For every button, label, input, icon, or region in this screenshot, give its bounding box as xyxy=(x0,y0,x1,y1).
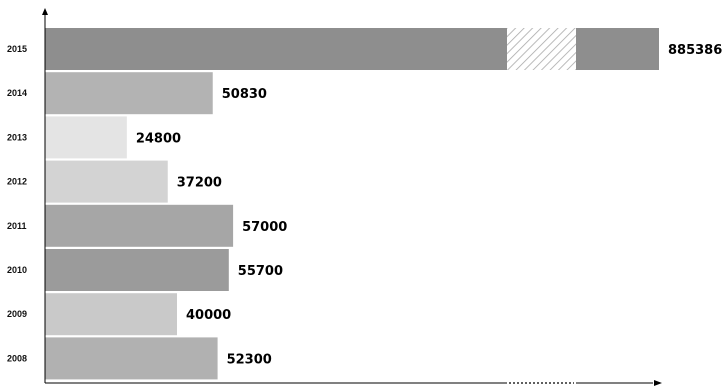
data-label-2012: 37200 xyxy=(177,176,222,191)
axes-group xyxy=(42,8,662,386)
bar-2012 xyxy=(45,160,168,203)
y-tick-2012: 2012 xyxy=(7,177,27,187)
data-label-2009: 40000 xyxy=(186,308,231,323)
data-label-2010: 55700 xyxy=(238,264,283,279)
bar-2014 xyxy=(45,72,213,115)
y-tick-2013: 2013 xyxy=(7,132,27,142)
bar-2009 xyxy=(45,293,177,336)
y-tick-2009: 2009 xyxy=(7,309,27,319)
data-label-2011: 57000 xyxy=(242,220,287,235)
data-label-2015: 885386 xyxy=(668,43,722,58)
x-axis-arrow-icon xyxy=(654,380,662,386)
bar-2013 xyxy=(45,116,127,159)
y-axis-arrow-icon xyxy=(42,8,48,15)
bar-break-2015 xyxy=(507,28,576,70)
y-tick-2011: 2011 xyxy=(7,221,27,231)
bar-2015 xyxy=(45,28,507,70)
bar-2011 xyxy=(45,204,234,247)
labels-group: 2015 885386 2014 50830 2013 24800 2012 37200 201… xyxy=(7,43,722,367)
data-label-2008: 52300 xyxy=(227,352,272,367)
data-label-2013: 24800 xyxy=(136,131,181,146)
y-tick-2014: 2014 xyxy=(7,88,27,98)
y-tick-2015: 2015 xyxy=(7,44,27,54)
bar-end-2015 xyxy=(576,28,659,70)
bars-group xyxy=(45,28,659,380)
data-label-2014: 50830 xyxy=(222,87,267,102)
bar-2010 xyxy=(45,249,229,291)
y-tick-2010: 2010 xyxy=(7,265,27,275)
y-tick-2008: 2008 xyxy=(7,353,27,363)
bar-2008 xyxy=(45,337,218,380)
